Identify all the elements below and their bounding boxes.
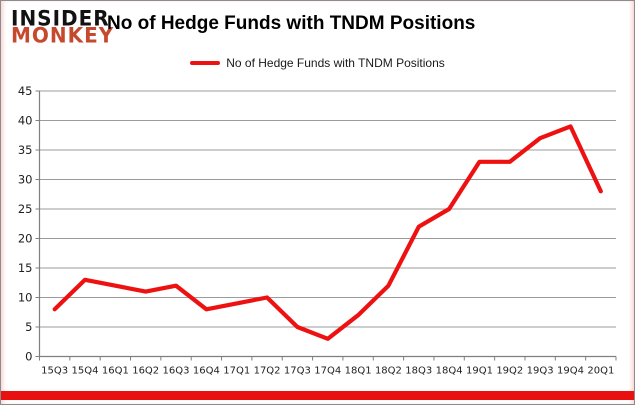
svg-text:19Q2: 19Q2: [496, 366, 523, 377]
svg-text:18Q1: 18Q1: [345, 366, 372, 377]
svg-text:16Q4: 16Q4: [193, 366, 220, 377]
svg-text:18Q3: 18Q3: [405, 366, 432, 377]
series-line: [52, 124, 603, 341]
svg-text:40: 40: [18, 114, 33, 128]
legend-label: No of Hedge Funds with TNDM Positions: [226, 56, 445, 70]
chart-title: No of Hedge Funds with TNDM Positions: [107, 13, 476, 34]
svg-text:17Q3: 17Q3: [284, 366, 311, 377]
svg-text:35: 35: [18, 143, 33, 157]
svg-text:18Q2: 18Q2: [375, 366, 402, 377]
svg-text:5: 5: [25, 320, 32, 334]
y-axis-labels: 0 5 10 15 20 25 30 35 40 45: [18, 84, 33, 364]
svg-text:17Q4: 17Q4: [314, 366, 341, 377]
legend-line-swatch: [190, 61, 221, 65]
svg-text:20: 20: [18, 232, 33, 246]
svg-text:16Q3: 16Q3: [163, 366, 190, 377]
svg-text:16Q2: 16Q2: [132, 366, 159, 377]
logo-line-insider: INSIDER: [11, 5, 110, 31]
svg-text:16Q1: 16Q1: [102, 366, 129, 377]
svg-text:15Q4: 15Q4: [72, 366, 99, 377]
svg-text:45: 45: [18, 84, 33, 98]
svg-text:17Q1: 17Q1: [223, 366, 250, 377]
logo-line-monkey: MONKEY: [11, 22, 115, 48]
svg-text:25: 25: [18, 202, 33, 216]
chart-legend: No of Hedge Funds with TNDM Positions: [1, 56, 634, 70]
svg-text:10: 10: [18, 291, 33, 305]
svg-text:0: 0: [25, 350, 32, 364]
bottom-accent-bar: [1, 391, 634, 400]
svg-text:19Q1: 19Q1: [466, 366, 493, 377]
insider-monkey-logo: INSIDER MONKEY: [11, 5, 115, 48]
x-axis-labels: 15Q3 15Q4 16Q1 16Q2 16Q3 16Q4 17Q1 17Q2 17Q3 17Q4…: [41, 366, 614, 377]
svg-text:15Q3: 15Q3: [41, 366, 68, 377]
gridlines: [39, 90, 616, 328]
axes: [35, 90, 617, 361]
svg-text:18Q4: 18Q4: [436, 366, 463, 377]
svg-text:20Q1: 20Q1: [587, 366, 614, 377]
svg-text:15: 15: [18, 261, 33, 275]
svg-text:17Q2: 17Q2: [254, 366, 281, 377]
svg-text:19Q4: 19Q4: [557, 366, 584, 377]
svg-text:30: 30: [18, 173, 33, 187]
svg-text:19Q3: 19Q3: [527, 366, 554, 377]
